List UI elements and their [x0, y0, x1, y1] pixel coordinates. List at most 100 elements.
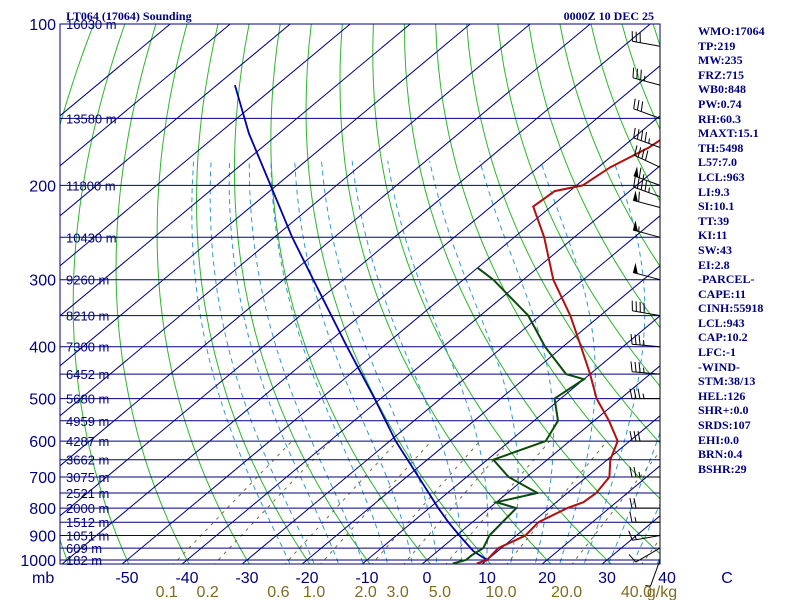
wind-barb-shaft	[632, 40, 661, 47]
pressure-tick-label: 900	[29, 529, 56, 546]
sounding-index: MW:235	[698, 53, 743, 68]
height-label: 13580 m	[66, 111, 117, 126]
dry-adiabat-line	[195, 24, 311, 564]
isotherm-line	[301, 265, 660, 564]
sounding-index: WB0:848	[698, 82, 746, 97]
isotherm-line	[421, 365, 660, 564]
wind-barb	[630, 334, 661, 348]
temperature-trace	[476, 139, 660, 564]
wind-barb-shaft	[632, 310, 661, 317]
wind-barb	[633, 177, 661, 198]
sounding-index: CAPE:11	[698, 286, 746, 301]
moist-adiabat-line	[583, 160, 646, 564]
pressure-tick-label: 600	[29, 434, 56, 451]
height-label: 9260 m	[66, 273, 109, 288]
height-label: 8210 m	[66, 309, 109, 324]
sounding-index: BRN:0.4	[698, 447, 743, 462]
isotherm-line	[60, 24, 591, 467]
sounding-index: HEL:126	[698, 388, 746, 403]
height-label: 11800 m	[66, 178, 116, 193]
height-label: 1512 m	[66, 515, 109, 530]
dry-adiabat-line	[305, 24, 492, 564]
isotherm-line	[60, 24, 411, 317]
mixing-ratio-line	[445, 440, 551, 564]
isotherm-line	[361, 315, 660, 564]
temperature-tick-label: 10	[478, 570, 496, 587]
wind-barb	[632, 262, 661, 281]
wind-barb	[629, 466, 660, 478]
mixing-ratio-label: 1.0	[303, 584, 325, 600]
sounding-index: SHR+:0.0	[698, 403, 749, 418]
temperature-tick-label: -20	[295, 570, 318, 587]
wind-barb	[632, 67, 661, 86]
sounding-index: TH:5498	[698, 140, 744, 155]
pressure-tick-label: 300	[29, 273, 56, 290]
pressure-axis-label: mb	[32, 570, 54, 587]
sounding-index: FRZ:715	[698, 67, 744, 82]
isotherm-line	[481, 415, 660, 564]
wind-barb-flag	[629, 466, 633, 478]
moist-adiabat-line	[632, 502, 660, 564]
wind-barb-half-flag	[642, 174, 645, 180]
axis-labels: 0.1 0.2 0.6 1.0 2.0 3.0 5.0 10.0 20.0 40.0g/kg 160…	[20, 17, 732, 600]
wind-barb-flag	[640, 130, 644, 141]
wind-barb-half-flag	[634, 517, 637, 523]
height-label: 3075 m	[66, 470, 109, 485]
wind-barb-flag	[633, 177, 636, 188]
mixing-ratio-line	[319, 440, 432, 564]
wind-barb-flag	[633, 431, 637, 442]
isotherm-line	[60, 24, 171, 117]
sounding-index: RH:60.3	[698, 111, 741, 126]
temperature-tick-label: 30	[598, 570, 616, 587]
moist-adiabat-line	[191, 160, 291, 564]
height-label: 6452 m	[66, 367, 109, 382]
temperature-tick-label: C	[721, 570, 733, 587]
sounding-index: -WIND-	[698, 359, 740, 374]
wind-barb-flag	[628, 554, 637, 563]
wind-barb-shaft	[632, 371, 661, 375]
wind-barb	[632, 190, 661, 208]
wind-barb-flag	[630, 361, 633, 372]
wind-barb-half-flag	[645, 585, 651, 587]
wind-barb-shaft	[634, 154, 661, 168]
mixing-ratio-label: 3.0	[386, 584, 408, 600]
sounding-index: PW:0.74	[698, 96, 742, 111]
moist-adiabat-line	[607, 431, 660, 564]
wind-barb-flag	[641, 148, 645, 159]
plot-frame	[59, 23, 661, 565]
wind-barb-flag	[628, 530, 633, 541]
isotherm-line	[61, 65, 660, 564]
mixing-ratio-label: 40.0	[621, 584, 652, 600]
wind-barb-flag	[633, 388, 637, 399]
wind-barb	[629, 431, 660, 442]
wind-barb-flag	[638, 191, 640, 202]
height-label: 2521 m	[66, 486, 109, 501]
dry-adiabat-line	[115, 24, 190, 564]
wind-barb-shaft	[633, 137, 661, 148]
pressure-tick-label: 500	[29, 392, 56, 409]
wind-barb-flag	[645, 150, 649, 161]
mixing-ratio-line	[506, 440, 608, 564]
temperature-tick-label: 0	[423, 570, 432, 587]
isotherm-line	[181, 165, 660, 564]
wind-barb-shaft	[632, 77, 661, 86]
moist-adiabat-line	[479, 160, 555, 564]
mixing-ratio-label: 2.0	[354, 584, 376, 600]
wind-barb-flag	[638, 362, 641, 373]
wind-barb	[634, 145, 661, 168]
wind-barb	[628, 547, 661, 563]
mixing-ratio-lines	[172, 440, 660, 564]
wind-barb-shaft	[633, 175, 661, 186]
height-label: 16030 m	[66, 17, 117, 32]
temperature-tick-label: -30	[235, 570, 258, 587]
height-label: 7300 m	[66, 340, 109, 355]
mixing-ratio-line	[284, 440, 399, 564]
isotherm-line	[121, 115, 660, 564]
dewpoint-trace	[452, 267, 587, 564]
sounding-index: KI:11	[698, 228, 728, 243]
wind-barb-flag	[636, 178, 640, 189]
wind-barb-half-flag	[638, 471, 641, 478]
temperature-tick-label: -50	[115, 570, 138, 587]
moist-adiabat-line	[209, 160, 315, 564]
mixing-ratio-label: 0.1	[156, 584, 178, 600]
